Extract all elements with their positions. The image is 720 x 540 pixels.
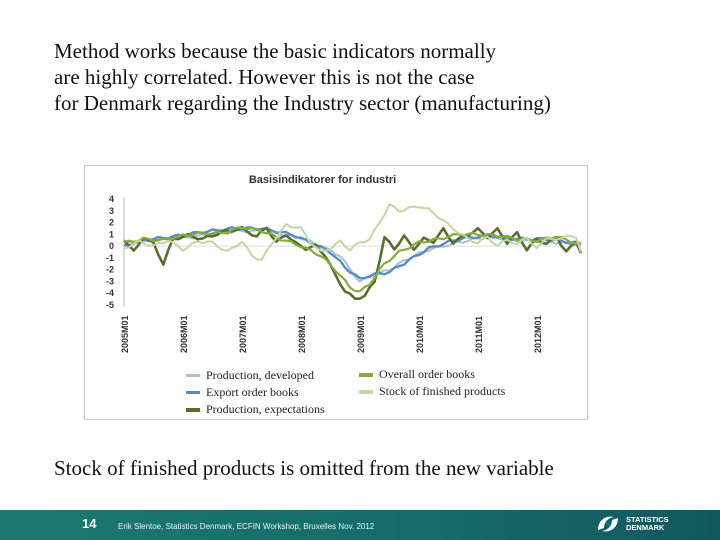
logo-line-1: STATISTICS [626, 515, 669, 524]
legend-item-overall-order-books: Overall order books [359, 366, 505, 383]
chart-title: Basisindikatorer for industri [249, 174, 396, 186]
y-tick-label: -3 [106, 276, 114, 286]
x-tick-label: 2008M01 [297, 315, 307, 353]
legend-label: Production, developed [206, 368, 314, 382]
page-number: 14 [82, 516, 97, 531]
x-tick-label: 2006M01 [179, 315, 189, 353]
legend-swatch [359, 372, 373, 377]
series-line-overall-order-books [123, 226, 582, 293]
legend-label: Production, expectations [206, 402, 325, 416]
legend-item-production-expectations: Production, expectations [186, 401, 325, 418]
statistics-denmark-logo: STATISTICS DENMARK [594, 512, 669, 536]
legend-swatch [186, 407, 200, 412]
logo-line-2: DENMARK [626, 523, 665, 532]
legend-item-stock-of-finished-products: Stock of finished products [359, 383, 505, 400]
y-tick-label: -2 [106, 265, 114, 275]
x-tick-label: 2009M01 [356, 315, 366, 353]
legend-label: Overall order books [379, 367, 475, 381]
heading-line-1: Method works because the basic indicator… [54, 39, 497, 63]
x-tick-label: 2011M01 [474, 316, 484, 353]
x-tick-label: 2007M01 [238, 315, 248, 353]
legend-right: Overall order books Stock of finished pr… [359, 366, 505, 400]
chart: Basisindikatorer for industri 4 3 21 0 -1 -2-3… [106, 174, 583, 353]
legend-left: Production, developed Export order books… [186, 367, 325, 418]
x-tick-label: 2012M01 [533, 315, 543, 353]
series-line-stock-of-finished-products [123, 203, 582, 261]
logo-mark-icon [598, 516, 618, 532]
bottom-text: Stock of finished products is omitted fr… [54, 456, 554, 480]
heading-line-2: are highly correlated. However this is n… [54, 65, 475, 89]
slide-heading: Method works because the basic indicator… [54, 38, 674, 116]
legend-swatch [186, 391, 200, 394]
x-tick-label: 2010M01 [415, 315, 425, 353]
y-tick-label: 4 [109, 194, 114, 204]
y-tick-label: -5 [106, 300, 114, 310]
y-tick-label: 3 [109, 206, 114, 216]
legend-swatch [186, 374, 200, 377]
x-tick-label: 2005M01 [120, 315, 130, 353]
credits-text: Erik Slentoe, Statistics Denmark, ECFIN … [118, 522, 375, 531]
y-tick-label: -4 [106, 288, 114, 298]
legend-item-export-order-books: Export order books [186, 384, 325, 401]
y-tick-label: -1 [106, 253, 114, 263]
legend-item-production-developed: Production, developed [186, 367, 325, 384]
heading-line-3: for Denmark regarding the Industry secto… [54, 91, 551, 115]
legend-swatch [359, 389, 373, 394]
y-tick-label: 0 [109, 241, 114, 251]
chart-frame [84, 165, 588, 420]
y-tick-label: 2 [109, 218, 114, 228]
legend-label: Export order books [206, 385, 299, 399]
y-tick-label: 1 [109, 229, 114, 239]
legend-label: Stock of finished products [379, 384, 506, 398]
